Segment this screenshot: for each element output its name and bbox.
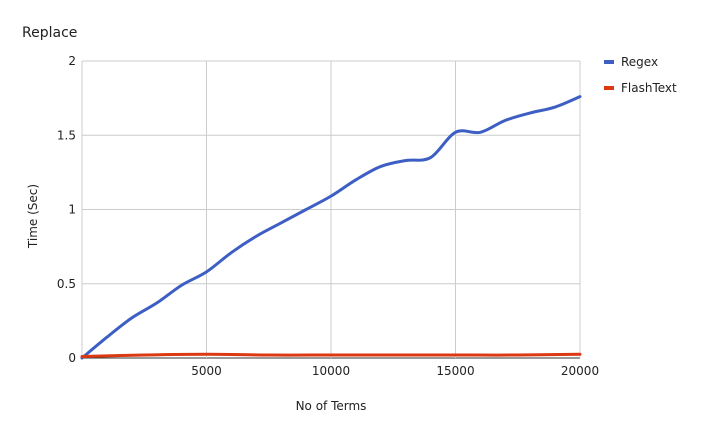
y-axis-title: Time (Sec)	[26, 184, 40, 249]
x-tick-label: 5000	[191, 364, 222, 378]
y-tick-label: 0	[68, 351, 76, 365]
x-axis-title: No of Terms	[296, 399, 367, 413]
y-tick-label: 2	[68, 54, 76, 68]
series-line-flashtext	[80, 352, 582, 359]
legend-label-flashtext: FlashText	[621, 81, 677, 95]
x-tick-label: 15000	[436, 364, 474, 378]
series-lines	[80, 95, 582, 360]
y-tick-label: 1	[68, 203, 76, 217]
x-axis-ticks: 5000 10000 15000 20000	[191, 364, 599, 378]
grid-lines	[81, 60, 581, 359]
y-tick-label: 0.5	[57, 277, 76, 291]
legend: Regex FlashText	[604, 55, 677, 95]
x-tick-label: 10000	[312, 364, 350, 378]
chart-title: Replace	[22, 25, 77, 41]
x-tick-label: 20000	[561, 364, 599, 378]
y-axis-ticks: 0 0.5 1 1.5 2	[57, 54, 76, 365]
legend-label-regex: Regex	[621, 55, 658, 69]
y-tick-label: 1.5	[57, 128, 76, 142]
series-line-regex	[80, 95, 582, 360]
